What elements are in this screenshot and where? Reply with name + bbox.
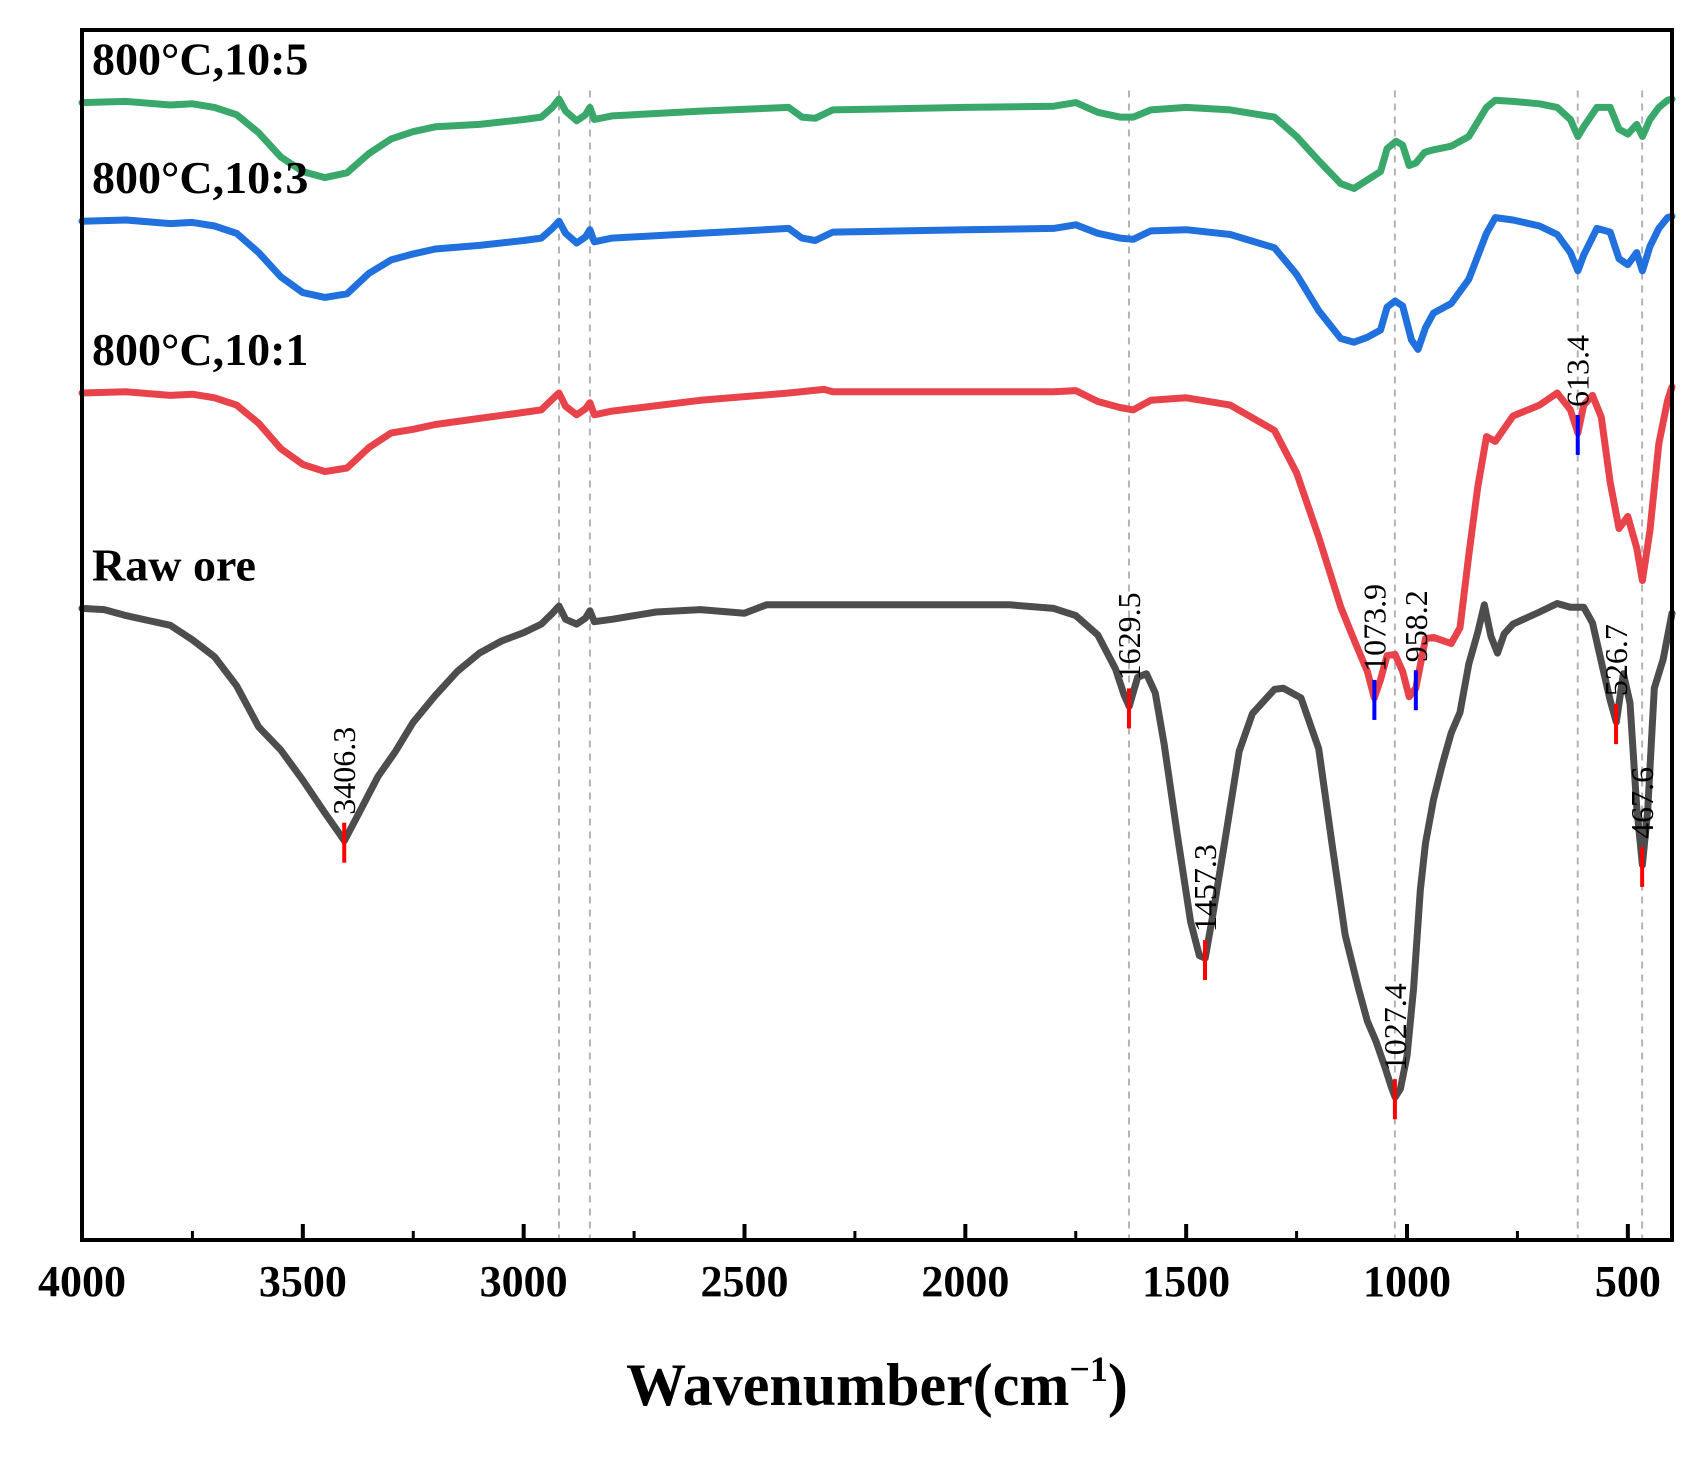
series-label-1: 800°C,10:3 bbox=[92, 152, 308, 203]
series-line-1 bbox=[78, 212, 1676, 353]
tick-label: 500 bbox=[1595, 1257, 1661, 1306]
series-labels: 800°C,10:5 800°C,10:3 800°C,10:1 Raw ore bbox=[92, 34, 308, 591]
tick-label: 3000 bbox=[480, 1257, 568, 1306]
peak-label: 1027.4 bbox=[1377, 983, 1413, 1071]
tick-label: 3500 bbox=[259, 1257, 347, 1306]
peak-label: 526.7 bbox=[1598, 624, 1634, 696]
peak-label: 613.4 bbox=[1560, 335, 1596, 407]
reference-lines bbox=[558, 90, 1644, 1240]
peak-label: 1073.9 bbox=[1356, 584, 1392, 672]
peak-label: 3406.3 bbox=[326, 727, 362, 815]
x-axis-title-main: Wavenumber(cm bbox=[626, 1352, 1069, 1418]
peak-markers bbox=[342, 414, 1645, 1120]
x-axis-title-superscript: −1 bbox=[1069, 1349, 1108, 1389]
series-label-0: 800°C,10:5 bbox=[92, 34, 308, 85]
series-label-3: Raw ore bbox=[92, 539, 256, 590]
series-line-2 bbox=[78, 383, 1676, 702]
series-line-0 bbox=[78, 95, 1676, 192]
peak-label: 1629.5 bbox=[1111, 592, 1147, 680]
tick-label: 1500 bbox=[1142, 1257, 1230, 1306]
series-layer bbox=[78, 95, 1676, 1101]
x-axis-title: Wavenumber(cm−1) bbox=[626, 1349, 1128, 1418]
series-label-2: 800°C,10:1 bbox=[92, 324, 308, 375]
x-axis-ticks bbox=[80, 1224, 1630, 1240]
tick-label: 2000 bbox=[921, 1257, 1009, 1306]
peak-label: 958.2 bbox=[1398, 590, 1434, 662]
x-axis-tick-labels: 4000 3500 3000 2500 2000 1500 1000 500 bbox=[38, 1257, 1661, 1306]
series-line-3 bbox=[78, 600, 1676, 1101]
plot-frame bbox=[80, 28, 1674, 1242]
tick-label: 4000 bbox=[38, 1257, 126, 1306]
tick-label: 2500 bbox=[701, 1257, 789, 1306]
x-axis-title-suffix: ) bbox=[1108, 1352, 1128, 1418]
peak-labels: 3406.3 1629.5 1457.3 1027.4 526.7 467.6 1073.9… bbox=[326, 335, 1660, 1071]
peak-label: 1457.3 bbox=[1187, 844, 1223, 932]
tick-label: 1000 bbox=[1363, 1257, 1451, 1306]
peak-label: 467.6 bbox=[1624, 767, 1660, 839]
